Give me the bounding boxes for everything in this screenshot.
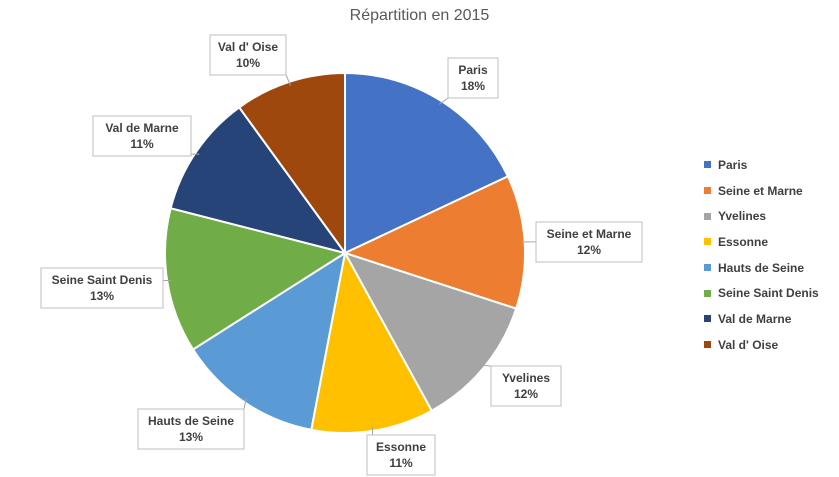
legend-item-paris: Paris (704, 152, 819, 178)
legend-item-val-d-oise: Val d' Oise (704, 332, 819, 358)
legend: Paris Seine et Marne Yvelines Essonne Hauts … (704, 152, 819, 358)
legend-item-val-de-marne: Val de Marne (704, 306, 819, 332)
data-label-name: Hauts de Seine (148, 414, 234, 428)
pie-slice-paris (344, 71, 510, 255)
legend-swatch (704, 187, 711, 195)
leader-lines (163, 74, 536, 435)
legend-label: Paris (718, 157, 748, 172)
legend-swatch (704, 212, 711, 220)
data-label-value: 11% (130, 137, 154, 151)
data-label-seine-et-marne: Seine et Marne 12% (535, 221, 643, 263)
pie-slice-hauts-de-seine (191, 250, 347, 431)
leader-line-yvelines (480, 364, 492, 367)
legend-swatch (704, 289, 711, 297)
data-label-name: Val de Marne (105, 121, 179, 135)
data-label-value: 12% (577, 243, 601, 257)
leader-line-hauts-de-seine (243, 398, 247, 410)
data-label-value: 18% (461, 79, 485, 93)
data-label-box (137, 408, 245, 450)
data-label-yvelines: Yvelines 12% (490, 365, 562, 407)
chart-title: Répartition en 2015 (349, 7, 490, 24)
legend-item-hauts-de-seine: Hauts de Seine (704, 255, 819, 281)
legend-swatch (704, 341, 711, 349)
data-label-name: Val d' Oise (218, 40, 279, 54)
data-label-name: Paris (458, 63, 488, 77)
data-label-value: 10% (236, 56, 260, 70)
legend-item-seine-saint-denis: Seine Saint Denis (704, 280, 819, 306)
legend-swatch (704, 238, 711, 246)
legend-label: Essonne (718, 234, 769, 249)
pie-slice-val-de-marne (169, 105, 348, 255)
data-label-paris: Paris 18% (447, 57, 499, 99)
data-label-name: Seine et Marne (547, 227, 632, 241)
legend-item-seine-et-marne: Seine et Marne (704, 178, 819, 204)
legend-label: Seine et Marne (718, 183, 803, 198)
data-label-val-de-marne: Val de Marne 11% (92, 115, 192, 157)
data-label-box (366, 434, 436, 476)
data-label-value: 13% (90, 289, 114, 303)
legend-item-yvelines: Yvelines (704, 203, 819, 229)
leader-line-val-d-oise (285, 74, 292, 86)
data-label-box (92, 115, 192, 157)
data-label-value: 13% (179, 430, 203, 444)
legend-label: Seine Saint Denis (718, 286, 819, 301)
pie-slice-essonne (310, 250, 434, 434)
legend-label: Hauts de Seine (718, 260, 805, 275)
legend-item-essonne: Essonne (704, 229, 819, 255)
data-label-name: Seine Saint Denis (52, 273, 153, 287)
legend-swatch (704, 315, 711, 323)
data-labels: Paris 18% Seine et Marne 12% Yvelines 12% Esso… (40, 34, 643, 476)
data-label-essonne: Essonne 11% (366, 434, 436, 476)
data-label-value: 11% (389, 456, 413, 470)
pie-slices (164, 71, 526, 434)
data-label-name: Yvelines (502, 371, 550, 385)
data-label-box (490, 365, 562, 407)
data-label-value: 12% (514, 387, 538, 401)
legend-label: Val d' Oise (718, 337, 779, 352)
data-label-box (447, 57, 499, 99)
data-label-box (209, 34, 287, 76)
data-label-hauts-de-seine: Hauts de Seine 13% (137, 408, 245, 450)
legend-label: Yvelines (718, 209, 767, 224)
data-label-name: Essonne (376, 440, 426, 454)
data-label-val-d-oise: Val d' Oise 10% (209, 34, 287, 76)
data-label-box (40, 267, 164, 309)
legend-label: Val de Marne (718, 311, 792, 326)
data-label-box (535, 221, 643, 263)
leader-line-paris (439, 97, 449, 105)
legend-swatch (704, 264, 711, 272)
pie-slice-yvelines (342, 251, 518, 413)
data-label-seine-saint-denis: Seine Saint Denis 13% (40, 267, 164, 309)
legend-swatch (704, 161, 711, 169)
pie-slice-seine-saint-denis (164, 207, 348, 351)
